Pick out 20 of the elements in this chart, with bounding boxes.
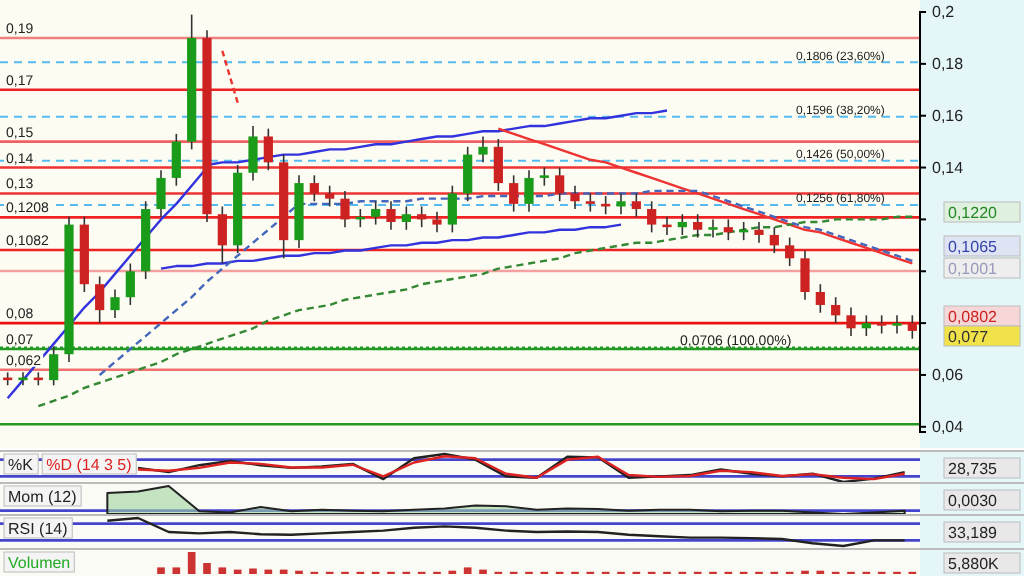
y-tick-label: 0,18 xyxy=(932,54,965,73)
y-tick-label: 0,16 xyxy=(932,106,965,125)
series-label: Mom (12) xyxy=(8,488,78,506)
text: 0,1001 xyxy=(948,260,999,278)
y-tick-label: 0,2 xyxy=(932,3,956,22)
text: Volumen xyxy=(8,554,71,572)
y-tick-label: 0,06 xyxy=(932,366,965,385)
text: %K xyxy=(8,456,35,474)
y-tick-label: 0,04 xyxy=(932,417,965,436)
text: 0,077 xyxy=(948,328,990,346)
text: RSI (14) xyxy=(8,520,69,538)
text: 33,189 xyxy=(948,524,999,542)
text: 28,735 xyxy=(948,460,999,478)
text: 0,1220 xyxy=(948,204,999,222)
text: 0,0030 xyxy=(948,492,999,510)
text: 0,1065 xyxy=(948,238,999,256)
text: 0,0802 xyxy=(948,308,999,326)
text: 5,880K xyxy=(948,555,1001,573)
y-tick-label: 0,14 xyxy=(932,158,965,177)
series-label: %D (14 3 5) xyxy=(46,456,133,474)
